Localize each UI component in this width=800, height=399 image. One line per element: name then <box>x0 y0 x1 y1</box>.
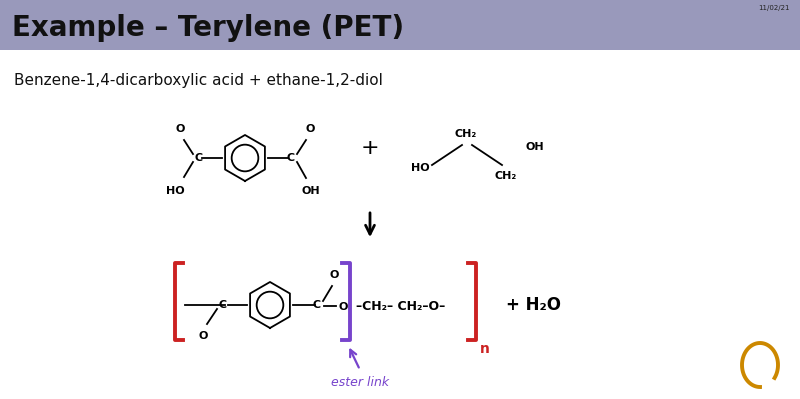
Text: C: C <box>195 153 203 163</box>
Text: O: O <box>175 124 185 134</box>
Text: C: C <box>287 153 295 163</box>
Text: CH₂: CH₂ <box>455 129 477 139</box>
Text: Example – Terylene (PET): Example – Terylene (PET) <box>12 14 404 42</box>
Text: ester link: ester link <box>331 376 389 389</box>
Text: Benzene-1,4-dicarboxylic acid + ethane-1,2-diol: Benzene-1,4-dicarboxylic acid + ethane-1… <box>14 73 383 87</box>
Text: 11/02/21: 11/02/21 <box>758 5 790 11</box>
Text: OH: OH <box>302 186 320 196</box>
Bar <box>0 50 800 399</box>
Text: O: O <box>330 270 338 280</box>
Text: O: O <box>198 331 208 341</box>
Text: +: + <box>361 138 379 158</box>
Text: + H₂O: + H₂O <box>506 296 561 314</box>
Text: OH: OH <box>525 142 544 152</box>
Text: O: O <box>306 124 314 134</box>
Text: –CH₂– CH₂–O–: –CH₂– CH₂–O– <box>356 300 446 314</box>
Text: C: C <box>219 300 227 310</box>
Text: n: n <box>480 342 490 356</box>
Bar <box>0 0 800 50</box>
Text: C: C <box>313 300 321 310</box>
Text: CH₂: CH₂ <box>495 171 517 181</box>
Text: HO: HO <box>411 163 430 173</box>
Text: O: O <box>338 302 348 312</box>
Text: HO: HO <box>166 186 184 196</box>
